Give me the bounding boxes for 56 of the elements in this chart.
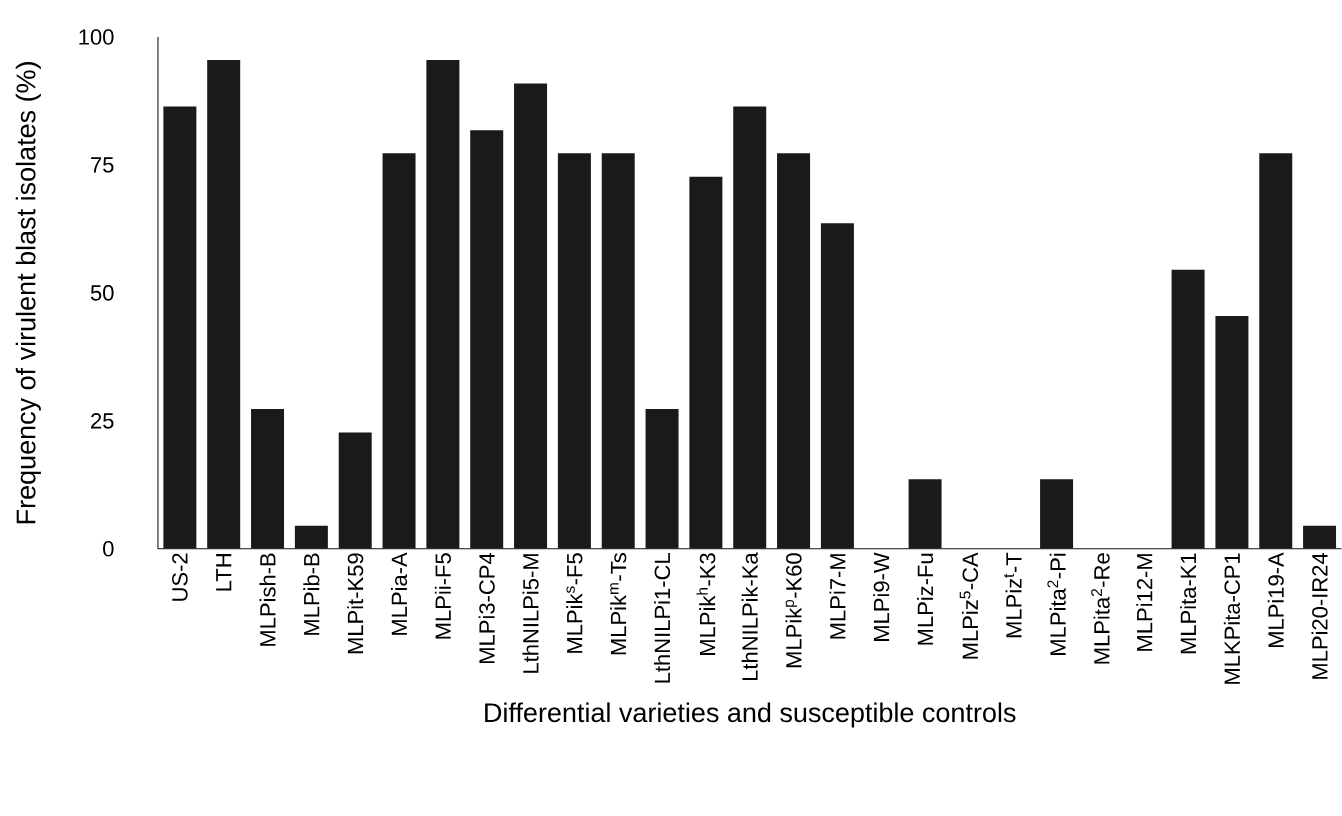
bar [908, 479, 942, 549]
x-axis-title: Differential varieties and susceptible controls [485, 702, 1016, 728]
x-tick-label: MLPik$^{m}$-Ts [610, 553, 627, 655]
x-tick-label: MLPita$^{2}$-Re [1091, 553, 1110, 664]
bar [207, 60, 241, 549]
bar [645, 409, 679, 549]
bar [820, 223, 854, 549]
bar [294, 525, 328, 549]
y-tick-label: 75 [91, 157, 114, 173]
x-tick-label: LTH [216, 554, 232, 591]
y-tick-label: 0 [103, 541, 114, 557]
x-tick-label: MLPi12-M [1136, 554, 1153, 651]
x-tick-label: MLPik$^{p}$-K60 [785, 553, 802, 668]
x-tick-label: MLPi7-M [829, 554, 846, 639]
bar [1215, 316, 1249, 549]
bar [557, 153, 591, 549]
x-tick-label: LthNILPik-Ka [741, 552, 758, 681]
bar [426, 60, 460, 549]
y-tick-label: 50 [90, 285, 114, 301]
x-tick-label: MLPita-K1 [1180, 553, 1197, 654]
bar [733, 106, 767, 549]
bar [382, 153, 416, 549]
x-tick-label: MLPik$^{s}$-F5 [566, 553, 583, 653]
bar [514, 83, 548, 549]
x-tick-label: MLPi19-A [1267, 552, 1284, 648]
bar [601, 153, 635, 549]
y-tick-label: 25 [91, 413, 114, 429]
bar [163, 106, 197, 549]
x-tick-label: MLPiz$^{5}$-CA [959, 552, 979, 659]
bar [251, 409, 285, 549]
x-tick-label: MLPi3-CP4 [478, 553, 495, 664]
bar [777, 153, 811, 549]
bar [1303, 525, 1337, 549]
x-tick-label: MLPia-A [390, 552, 408, 635]
bar [470, 130, 504, 549]
x-tick-label: US-2 [172, 553, 188, 601]
bar [1171, 270, 1205, 549]
x-tick-label: MLPit-K59 [347, 553, 364, 654]
x-tick-label: MLPib-B [303, 553, 320, 635]
y-axis-title: Frequency of virulent blast isolates (%) [15, 62, 41, 524]
x-tick-label: MLPi9-W [873, 552, 890, 642]
x-tick-label: LthNILPi5-M [522, 554, 539, 673]
bar [1259, 153, 1293, 549]
x-tick-label: LthNILPi1-CL [653, 553, 671, 683]
bar [338, 432, 372, 549]
x-tick-label: MLPita$^{2}$-Pi [1047, 553, 1066, 656]
x-tick-label: MLPiz$^{t}$-T [1004, 552, 1022, 638]
x-tick-label: MLPish-B [259, 553, 276, 646]
x-tick-label: MLPiz-Fu [916, 553, 934, 645]
bar [689, 176, 723, 549]
x-tick-label: MLPi20-IR24 [1311, 553, 1328, 680]
y-tick-label: 100 [79, 29, 114, 45]
bar [1040, 479, 1074, 549]
x-tick-label: MLPik$^{h}$-K3 [696, 553, 716, 656]
x-tick-label: MLKPita-CP1 [1223, 553, 1240, 684]
x-tick-label: MLPii-F5 [434, 553, 451, 639]
